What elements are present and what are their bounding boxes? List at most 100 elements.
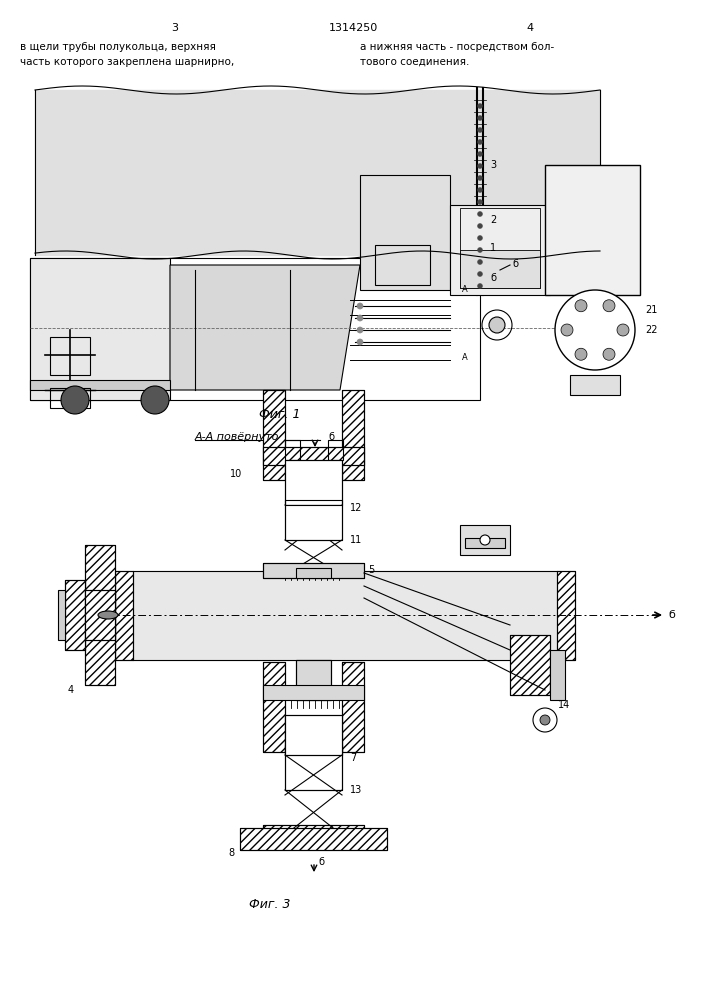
Polygon shape	[133, 571, 557, 660]
Text: 22: 22	[645, 325, 658, 335]
Text: 7: 7	[350, 753, 356, 763]
Bar	[545, 165, 640, 295]
Circle shape	[357, 303, 363, 309]
Circle shape	[533, 708, 557, 732]
Bar	[285, 745, 342, 790]
Bar	[58, 590, 65, 640]
Bar	[263, 825, 364, 840]
Bar	[557, 571, 575, 660]
Circle shape	[141, 386, 169, 414]
Bar	[240, 828, 387, 850]
Bar	[263, 662, 285, 752]
Bar	[460, 208, 540, 288]
Text: б: б	[512, 259, 518, 269]
Circle shape	[357, 327, 363, 333]
Text: 21: 21	[645, 305, 658, 315]
Bar	[263, 563, 364, 578]
Text: а нижняя часть - посредством бол-: а нижняя часть - посредством бол-	[360, 42, 554, 52]
Bar	[285, 715, 342, 755]
Circle shape	[477, 200, 482, 205]
Bar	[342, 390, 364, 480]
Circle shape	[617, 324, 629, 336]
Text: 5: 5	[368, 565, 374, 575]
Circle shape	[357, 339, 363, 345]
Circle shape	[477, 127, 482, 132]
Bar	[115, 571, 133, 660]
Bar	[360, 175, 450, 290]
Bar	[263, 447, 364, 465]
Bar	[465, 538, 505, 548]
Text: Фиг. 1: Фиг. 1	[259, 408, 300, 422]
Bar	[240, 828, 387, 850]
Text: А: А	[462, 286, 468, 294]
Text: 1: 1	[490, 243, 496, 253]
Circle shape	[603, 348, 615, 360]
Circle shape	[561, 324, 573, 336]
Bar	[263, 447, 364, 465]
Bar	[85, 545, 115, 685]
Bar	[557, 571, 575, 660]
Circle shape	[480, 535, 490, 545]
Text: 8: 8	[229, 848, 235, 858]
Bar	[85, 590, 115, 640]
Bar	[263, 390, 285, 480]
Circle shape	[489, 317, 505, 333]
Text: 4: 4	[527, 23, 534, 33]
Bar	[450, 205, 550, 295]
Bar	[375, 245, 430, 285]
Circle shape	[477, 224, 482, 229]
Bar	[30, 258, 480, 400]
Text: б: б	[318, 857, 324, 867]
Circle shape	[477, 176, 482, 180]
Bar	[65, 580, 85, 650]
Text: 10: 10	[230, 469, 243, 479]
Bar	[342, 662, 364, 752]
Text: тового соединения.: тового соединения.	[360, 57, 469, 67]
Bar	[263, 662, 285, 752]
Circle shape	[575, 300, 587, 312]
Bar	[296, 660, 331, 700]
Circle shape	[477, 259, 482, 264]
Text: б: б	[490, 273, 496, 283]
Text: 1314250: 1314250	[328, 23, 378, 33]
Circle shape	[575, 348, 587, 360]
Text: 14: 14	[558, 700, 571, 710]
Bar	[296, 568, 331, 578]
Circle shape	[477, 104, 482, 108]
Bar	[85, 590, 115, 640]
Circle shape	[477, 235, 482, 240]
Bar	[460, 250, 540, 288]
Text: 13: 13	[350, 785, 362, 795]
Bar	[285, 500, 342, 540]
Bar	[510, 635, 550, 695]
Bar	[30, 258, 170, 400]
Bar	[342, 390, 364, 480]
Bar	[285, 505, 342, 540]
Bar	[50, 388, 90, 408]
Circle shape	[357, 315, 363, 321]
Bar	[460, 525, 510, 555]
Text: 4: 4	[68, 685, 74, 695]
Bar	[65, 580, 85, 650]
Bar	[85, 545, 115, 685]
Bar	[30, 380, 170, 390]
Bar	[263, 390, 285, 480]
Circle shape	[477, 247, 482, 252]
Bar	[285, 460, 342, 505]
Text: б: б	[668, 610, 675, 620]
Bar	[570, 375, 620, 395]
Circle shape	[477, 115, 482, 120]
Circle shape	[540, 715, 550, 725]
Text: 3: 3	[172, 23, 178, 33]
Bar	[263, 825, 364, 840]
Text: 3: 3	[490, 160, 496, 170]
Circle shape	[477, 212, 482, 217]
Bar	[263, 685, 364, 700]
Text: Фиг. 3: Фиг. 3	[250, 898, 291, 912]
Text: часть которого закреплена шарнирно,: часть которого закреплена шарнирно,	[20, 57, 234, 67]
Text: А: А	[462, 354, 468, 362]
Bar	[115, 571, 133, 660]
Polygon shape	[170, 265, 360, 390]
Bar	[510, 635, 550, 695]
Bar	[550, 650, 565, 700]
